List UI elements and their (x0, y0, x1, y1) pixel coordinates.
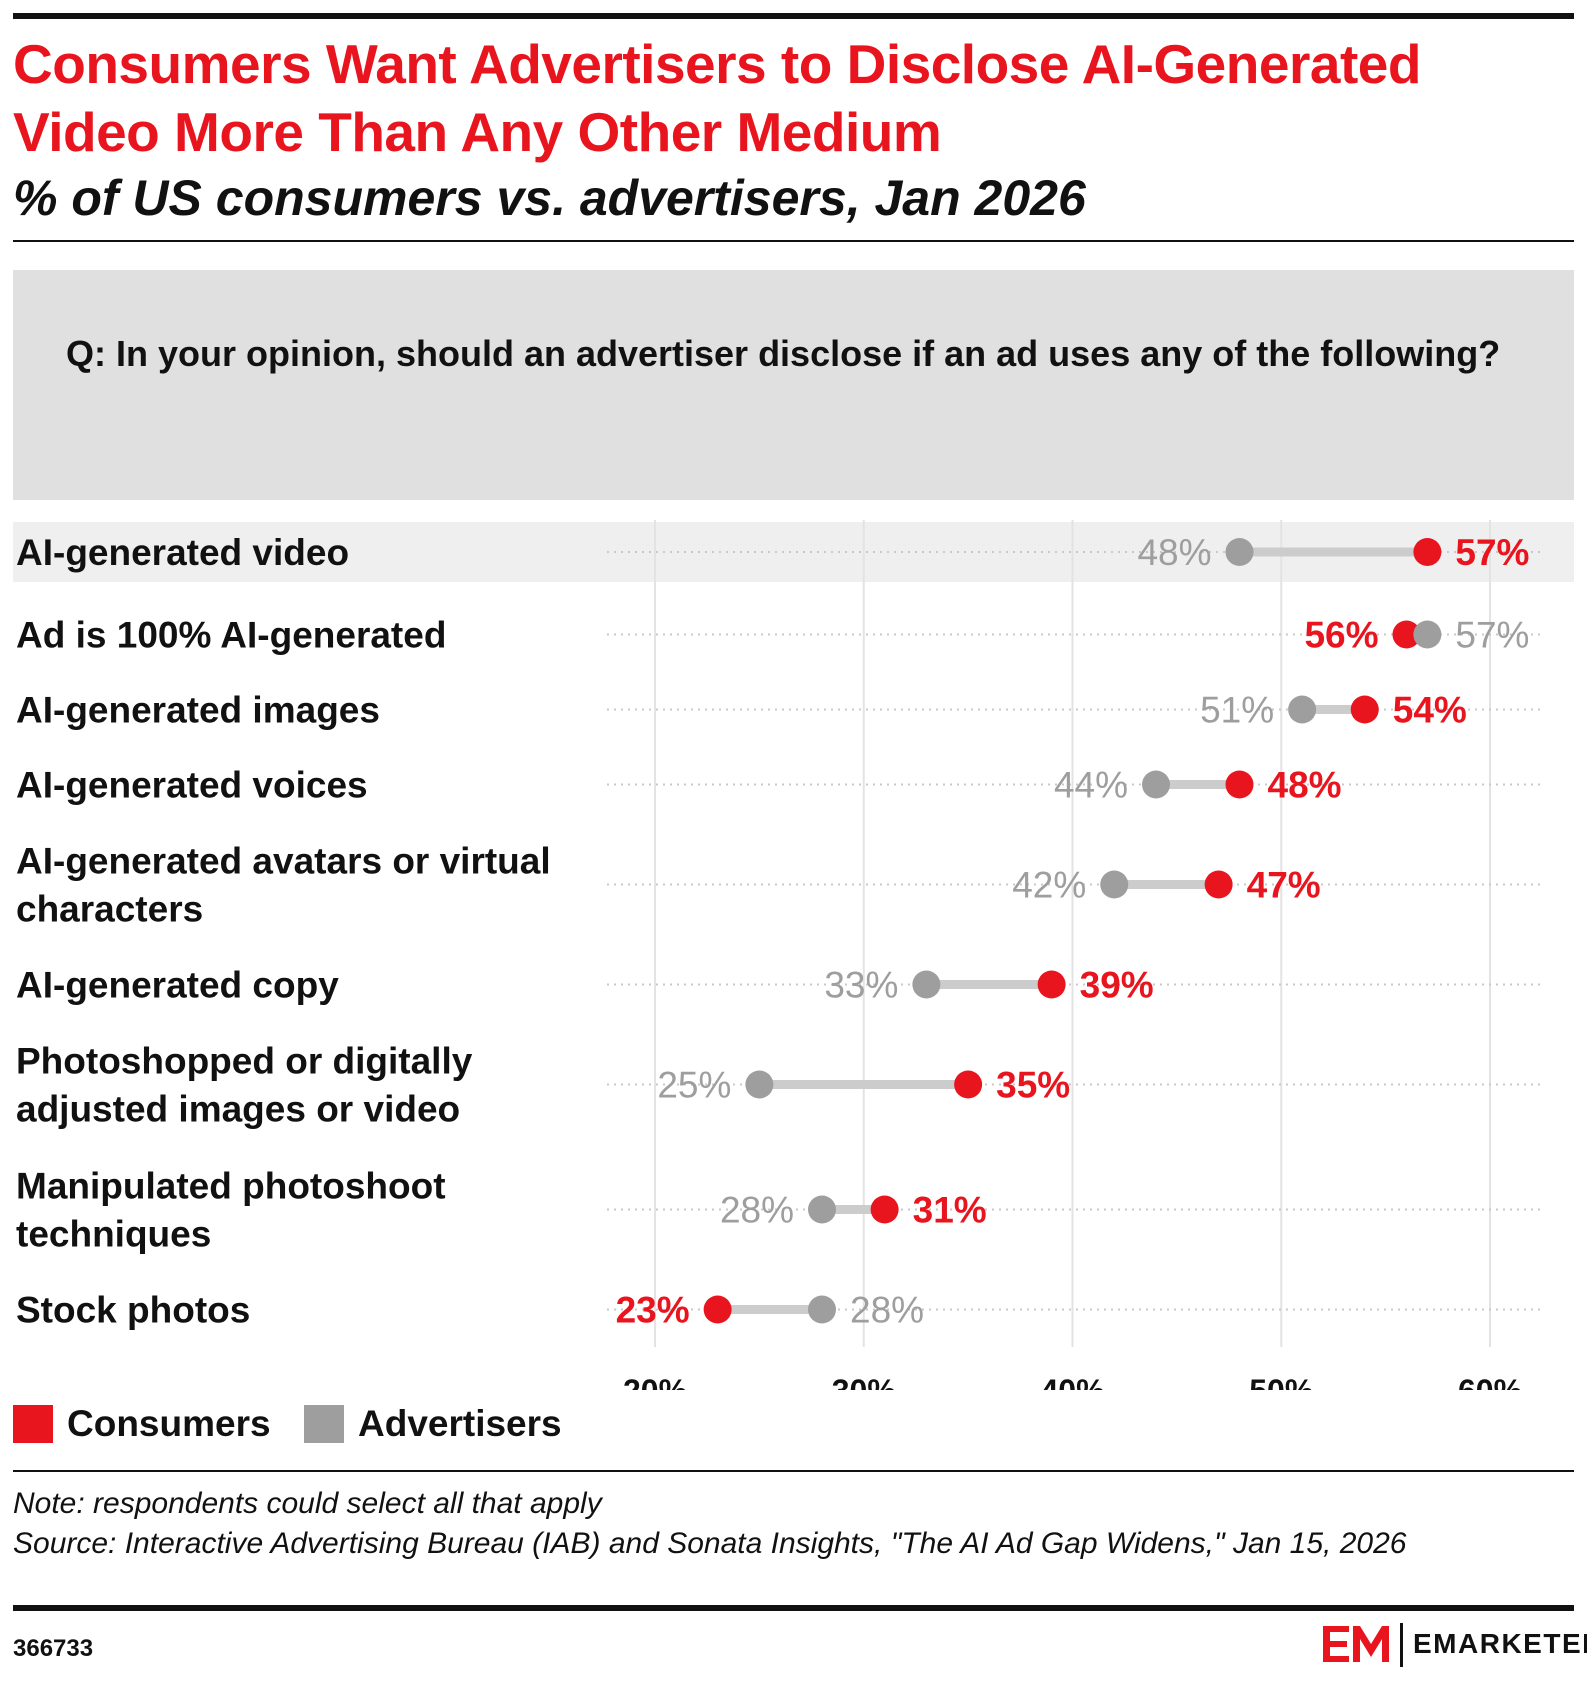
consumers-dot-ai-generated-avatars-or-virtual-characters (1204, 870, 1233, 899)
advertisers-value-manipulated-photoshoot-techniques: 28% (720, 1190, 794, 1231)
dumbbell-chart: AI-generated video 57% 48% Ad is 100% AI-ge… (13, 520, 1574, 1390)
advertisers-dot-ai-generated-voices (1142, 770, 1170, 799)
note-rule (13, 1470, 1574, 1472)
notes: Note: respondents could select all that … (13, 1484, 1574, 1564)
advertisers-value-ai-generated-voices: 44% (1054, 765, 1128, 806)
advertisers-value-ai-generated-avatars-or-virtual-characters: 42% (1012, 865, 1086, 906)
brand-divider (1400, 1623, 1403, 1667)
brand-name: EMARKETER (1413, 1628, 1587, 1659)
consumers-value-stock-photos: 23% (616, 1290, 690, 1331)
consumers-dot-manipulated-photoshoot-techniques (870, 1195, 899, 1224)
consumers-value-photoshopped-or-digitally-adjusted-images-or-video: 35% (996, 1065, 1070, 1106)
consumers-value-ad-is-100-ai-generated: 56% (1304, 615, 1378, 656)
survey-question: Q: In your opinion, should an advertiser… (66, 333, 1501, 374)
x-tick-label-60: 60% (1458, 1373, 1522, 1390)
advertisers-dot-stock-photos (808, 1295, 836, 1324)
bottom-rule (13, 1605, 1574, 1611)
category-label-stock-photos: Stock photos (16, 1290, 250, 1331)
title-rule (13, 240, 1574, 242)
advertisers-value-ai-generated-video: 48% (1137, 532, 1211, 573)
category-label-photoshopped-or-digitally-adjusted-images-or-video: Photoshopped or digitally adjusted images… (16, 1041, 473, 1130)
source-text: Source: Interactive Advertising Bureau (… (13, 1527, 1407, 1560)
consumers-dot-ai-generated-images (1350, 695, 1379, 724)
chart-subtitle: % of US consumers vs. advertisers, Jan 2… (13, 170, 1086, 226)
chart-id: 366733 (13, 1635, 94, 1662)
category-label-ai-generated-voices: AI-generated voices (16, 765, 368, 806)
consumers-value-ai-generated-voices: 48% (1268, 765, 1342, 806)
advertisers-value-ad-is-100-ai-generated: 57% (1455, 615, 1529, 656)
advertisers-dot-ad-is-100-ai-generated (1413, 620, 1442, 649)
advertisers-value-ai-generated-images: 51% (1200, 690, 1274, 731)
x-tick-label-50: 50% (1249, 1373, 1313, 1390)
top-rule (13, 13, 1574, 19)
note-text: Note: respondents could select all that … (13, 1487, 602, 1520)
category-label-ai-generated-copy: AI-generated copy (16, 965, 339, 1006)
consumers-dot-ai-generated-copy (1037, 970, 1066, 999)
em-logo-icon (1323, 1626, 1389, 1662)
advertisers-swatch (304, 1405, 344, 1443)
consumers-dot-ad-is-100-ai-generated (1392, 620, 1421, 649)
consumers-value-manipulated-photoshoot-techniques: 31% (913, 1190, 987, 1231)
advertisers-dot-photoshopped-or-digitally-adjusted-images-or-video (745, 1070, 774, 1099)
x-tick-label-20: 20% (623, 1373, 687, 1390)
advertisers-value-photoshopped-or-digitally-adjusted-images-or-video: 25% (657, 1065, 731, 1106)
consumers-dot-photoshopped-or-digitally-adjusted-images-or-video (954, 1070, 983, 1099)
emarketer-logo: EMARKETER (1321, 1617, 1587, 1671)
category-label-ad-is-100-ai-generated: Ad is 100% AI-generated (16, 615, 446, 656)
category-label-ai-generated-avatars-or-virtual-characters: AI-generated avatars or virtual character… (16, 841, 551, 930)
category-label-manipulated-photoshoot-techniques: Manipulated photoshoot techniques (16, 1166, 446, 1255)
consumers-dot-ai-generated-video (1413, 538, 1442, 566)
consumers-dot-stock-photos (703, 1295, 732, 1324)
consumers-dot-ai-generated-voices (1225, 770, 1254, 799)
x-tick-label-40: 40% (1040, 1373, 1104, 1390)
consumers-value-ai-generated-images: 54% (1393, 690, 1467, 731)
question-box: Q: In your opinion, should an advertiser… (13, 270, 1574, 500)
advertisers-dot-ai-generated-copy (912, 970, 941, 999)
consumers-swatch (13, 1405, 53, 1443)
chart-title: Consumers Want Advertisers to Disclose A… (13, 33, 1421, 163)
advertisers-legend-label: Advertisers (358, 1403, 562, 1444)
advertisers-dot-ai-generated-video (1225, 538, 1254, 566)
advertisers-dot-ai-generated-avatars-or-virtual-characters (1100, 870, 1129, 899)
advertisers-dot-ai-generated-images (1288, 695, 1317, 724)
consumers-value-ai-generated-copy: 39% (1080, 965, 1154, 1006)
advertisers-value-ai-generated-copy: 33% (824, 965, 898, 1006)
advertisers-value-stock-photos: 28% (850, 1290, 924, 1331)
category-label-ai-generated-images: AI-generated images (16, 690, 380, 731)
advertisers-dot-manipulated-photoshoot-techniques (808, 1195, 836, 1224)
consumers-value-ai-generated-video: 57% (1455, 532, 1529, 573)
x-tick-label-30: 30% (832, 1373, 896, 1390)
category-label-ai-generated-video: AI-generated video (16, 532, 349, 573)
consumers-legend-label: Consumers (67, 1403, 271, 1444)
consumers-value-ai-generated-avatars-or-virtual-characters: 47% (1247, 865, 1321, 906)
